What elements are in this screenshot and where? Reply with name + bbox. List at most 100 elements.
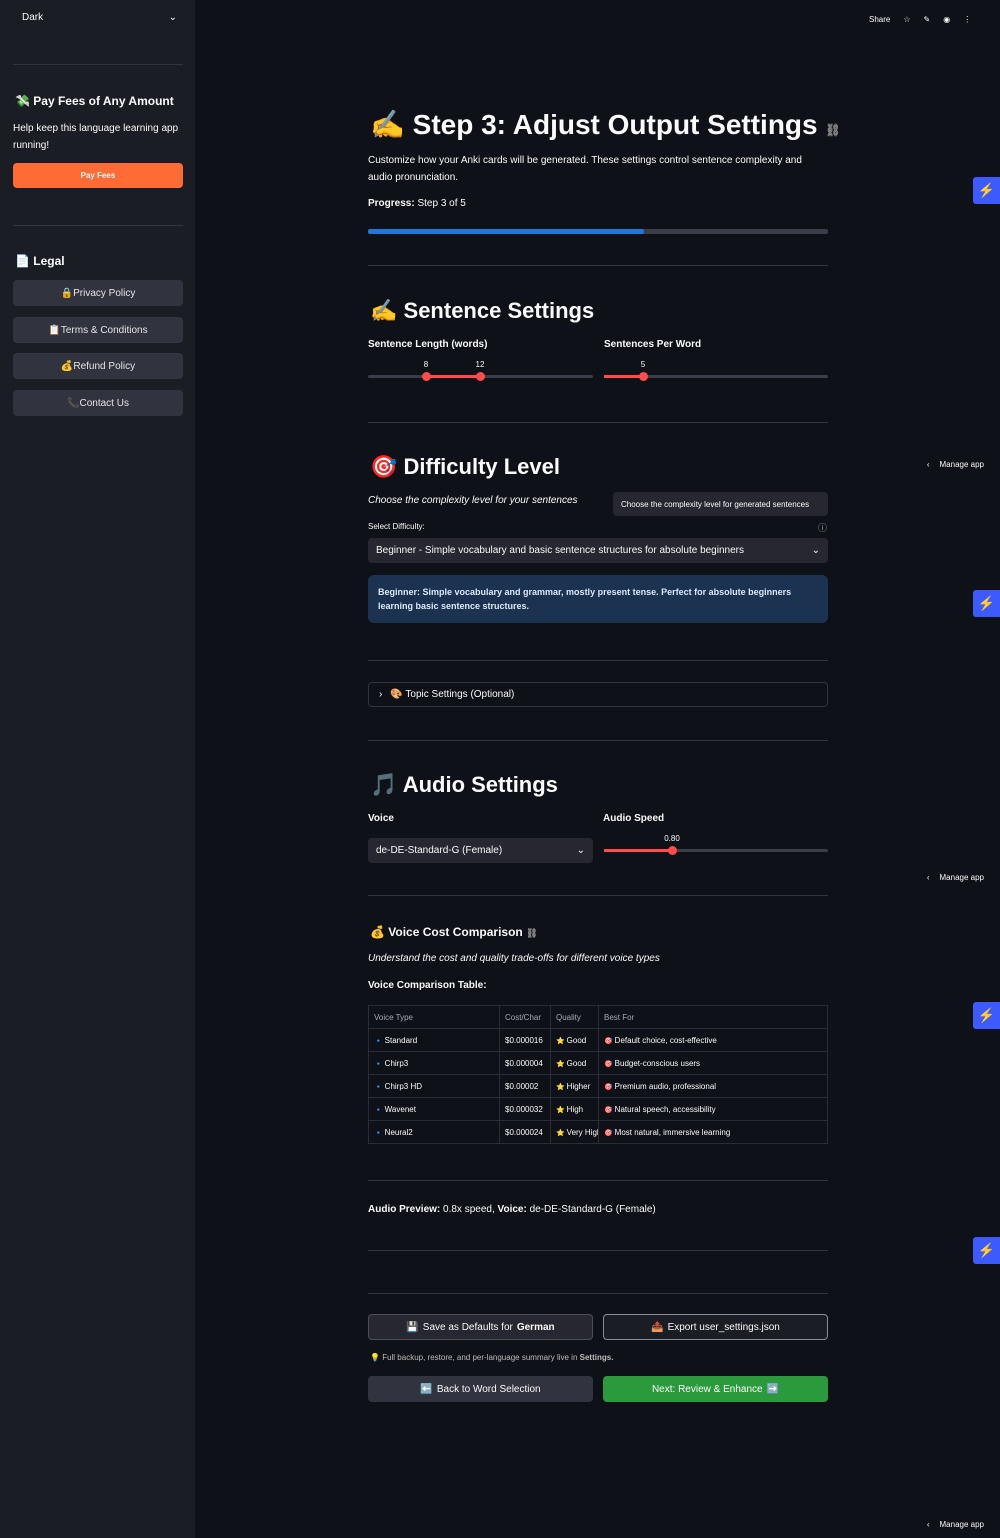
cell-text: Higher <box>566 1081 591 1091</box>
difficulty-select[interactable]: Beginner - Simple vocabulary and basic s… <box>368 538 828 563</box>
legal-title-text: Legal <box>33 254 65 268</box>
table-cell: ⭐ Good <box>550 1051 599 1075</box>
widget-button[interactable]: ⚡ <box>973 1002 1000 1029</box>
table-row: 🔹 Chirp3 HD $0.00002 ⭐ Higher 🎯 Premium aud… <box>368 1074 828 1098</box>
cell-icon: 🎯 <box>604 1106 615 1114</box>
slider[interactable]: 5 <box>604 360 828 381</box>
table-cell: 🔹 Chirp3 <box>368 1051 500 1075</box>
contact-link[interactable]: 📞 Contact Us <box>13 390 183 416</box>
export-button[interactable]: 📤 Export user_settings.json <box>603 1314 828 1340</box>
table-row: 🔹 Wavenet $0.000032 ⭐ High 🎯 Natural speech… <box>368 1097 828 1121</box>
progress-text: Progress: Step 3 of 5 <box>368 198 466 209</box>
cell-text: Default choice, cost-effective <box>614 1035 717 1045</box>
cell-text: Wavenet <box>384 1104 416 1114</box>
table-row: 🔹 Neural2 $0.000024 ⭐ Very High 🎯 Most natu… <box>368 1120 828 1144</box>
menu-icon[interactable]: ⋮ <box>963 15 972 24</box>
cell-text: Neural2 <box>384 1127 413 1137</box>
slider-value: 0.80 <box>664 834 680 843</box>
table-cell: ⭐ High <box>550 1097 599 1121</box>
next-button[interactable]: Next: Review & Enhance ➡️ <box>603 1376 828 1402</box>
terms-link[interactable]: 📋 Terms & Conditions <box>13 317 183 343</box>
cell-text: High <box>566 1104 584 1114</box>
back-button[interactable]: ⬅️ Back to Word Selection <box>368 1376 593 1402</box>
widget-button[interactable]: ⚡ <box>973 590 1000 617</box>
widget-button[interactable]: ⚡ <box>973 1237 1000 1264</box>
range-slider[interactable]: 8 12 <box>368 360 593 381</box>
section-title-text: Audio Settings <box>402 772 558 797</box>
cell-icon: 🎯 <box>604 1129 615 1137</box>
slider-thumb[interactable] <box>422 372 431 381</box>
link-text: Terms & Conditions <box>60 324 148 336</box>
info-box: Beginner: Simple vocabulary and grammar,… <box>368 575 828 623</box>
theme-value: Dark <box>22 12 44 23</box>
slider-thumb[interactable] <box>639 372 648 381</box>
button-text: Back to Word Selection <box>436 1383 541 1395</box>
cell-text: Standard <box>384 1035 418 1045</box>
divider <box>368 1180 828 1181</box>
table-title: Voice Comparison Table: <box>368 980 487 991</box>
cell-icon: ⭐ <box>556 1060 567 1068</box>
legal-title: 📄 Legal <box>15 254 65 268</box>
topic-expander[interactable]: › 🎨 Topic Settings (Optional) <box>368 682 828 707</box>
preview-label: Audio Preview: <box>368 1204 441 1215</box>
help-icon[interactable]: ⓘ <box>818 523 828 533</box>
section-title-text: Difficulty Level <box>403 454 560 479</box>
slider-thumb[interactable] <box>476 372 485 381</box>
cell-text: $0.000004 <box>505 1058 543 1068</box>
sidebar: Dark ⌄ 💸 Pay Fees of Any Amount Help keep… <box>0 0 195 1538</box>
theme-select[interactable]: Dark ⌄ <box>22 12 177 23</box>
expander-text: Topic Settings (Optional) <box>405 689 515 700</box>
caption: Choose the complexity level for your sen… <box>368 495 578 506</box>
widget-button[interactable]: ⚡ <box>973 177 1000 204</box>
privacy-link[interactable]: 🔒 Privacy Policy <box>13 280 183 306</box>
button-text: Export user_settings.json <box>667 1321 780 1333</box>
cell-text: Good <box>566 1058 587 1068</box>
slider-fill <box>426 375 480 378</box>
refund-link[interactable]: 💰 Refund Policy <box>13 353 183 379</box>
manage-app[interactable]: ‹ Manage app <box>926 873 984 882</box>
cell-icon: 🔹 <box>374 1060 385 1068</box>
table-cell: $0.000032 <box>499 1097 551 1121</box>
table-cell: $0.00002 <box>499 1074 551 1098</box>
link-text: Privacy Policy <box>73 287 136 299</box>
table-cell: 🎯 Premium audio, professional <box>598 1074 828 1098</box>
cell-icon: ⭐ <box>556 1106 567 1114</box>
slider-label: Audio Speed <box>603 813 665 824</box>
cell-icon: ⭐ <box>556 1037 567 1045</box>
save-defaults-button[interactable]: 💾 Save as Defaults for German <box>368 1314 593 1340</box>
preview-voice: de-DE-Standard-G (Female) <box>529 1204 656 1215</box>
audio-preview: Audio Preview: 0.8x speed, Voice: de-DE-… <box>368 1204 656 1215</box>
slider-fill <box>604 375 643 378</box>
share-button[interactable]: Share <box>869 15 891 24</box>
page-title-text: Step 3: Adjust Output Settings <box>412 109 818 140</box>
slider-thumb[interactable] <box>668 846 677 855</box>
table-cell: 🎯 Budget-conscious users <box>598 1051 828 1075</box>
manage-app[interactable]: ‹ Manage app <box>926 460 984 469</box>
voice-select[interactable]: de-DE-Standard-G (Female) ⌄ <box>368 838 593 863</box>
manage-app[interactable]: ‹ Manage app <box>926 1520 984 1529</box>
manage-app-text: Manage app <box>939 460 984 469</box>
progress-label: Progress: <box>368 198 415 209</box>
description: Customize how your Anki cards will be ge… <box>368 155 802 183</box>
cell-text: Chirp3 <box>384 1058 409 1068</box>
table-cell: 🔹 Neural2 <box>368 1120 500 1144</box>
column-header: Best For <box>598 1005 828 1029</box>
cell-text: $0.000032 <box>505 1104 543 1114</box>
github-icon[interactable]: ◉ <box>943 15 951 24</box>
cell-text: Most natural, immersive learning <box>614 1127 731 1137</box>
section-title: ✍️ Sentence Settings <box>370 298 595 323</box>
divider <box>13 64 183 65</box>
edit-icon[interactable]: ✎ <box>923 15 931 24</box>
divider <box>368 1293 828 1294</box>
slider-label: Sentences Per Word <box>604 339 702 350</box>
table-cell: ⭐ Higher <box>550 1074 599 1098</box>
divider <box>13 225 183 226</box>
cost-title: 💰 Voice Cost Comparison ⛓ <box>370 925 538 939</box>
speed-slider[interactable]: 0.80 <box>604 834 828 855</box>
link-text: Contact Us <box>79 397 129 409</box>
pay-fees-button[interactable]: Pay Fees <box>13 163 183 188</box>
star-icon[interactable]: ☆ <box>903 15 911 24</box>
cell-text: Chirp3 HD <box>384 1081 423 1091</box>
cell-icon: 🎯 <box>604 1060 615 1068</box>
note: 💡 Full backup, restore, and per-language… <box>370 1353 614 1362</box>
